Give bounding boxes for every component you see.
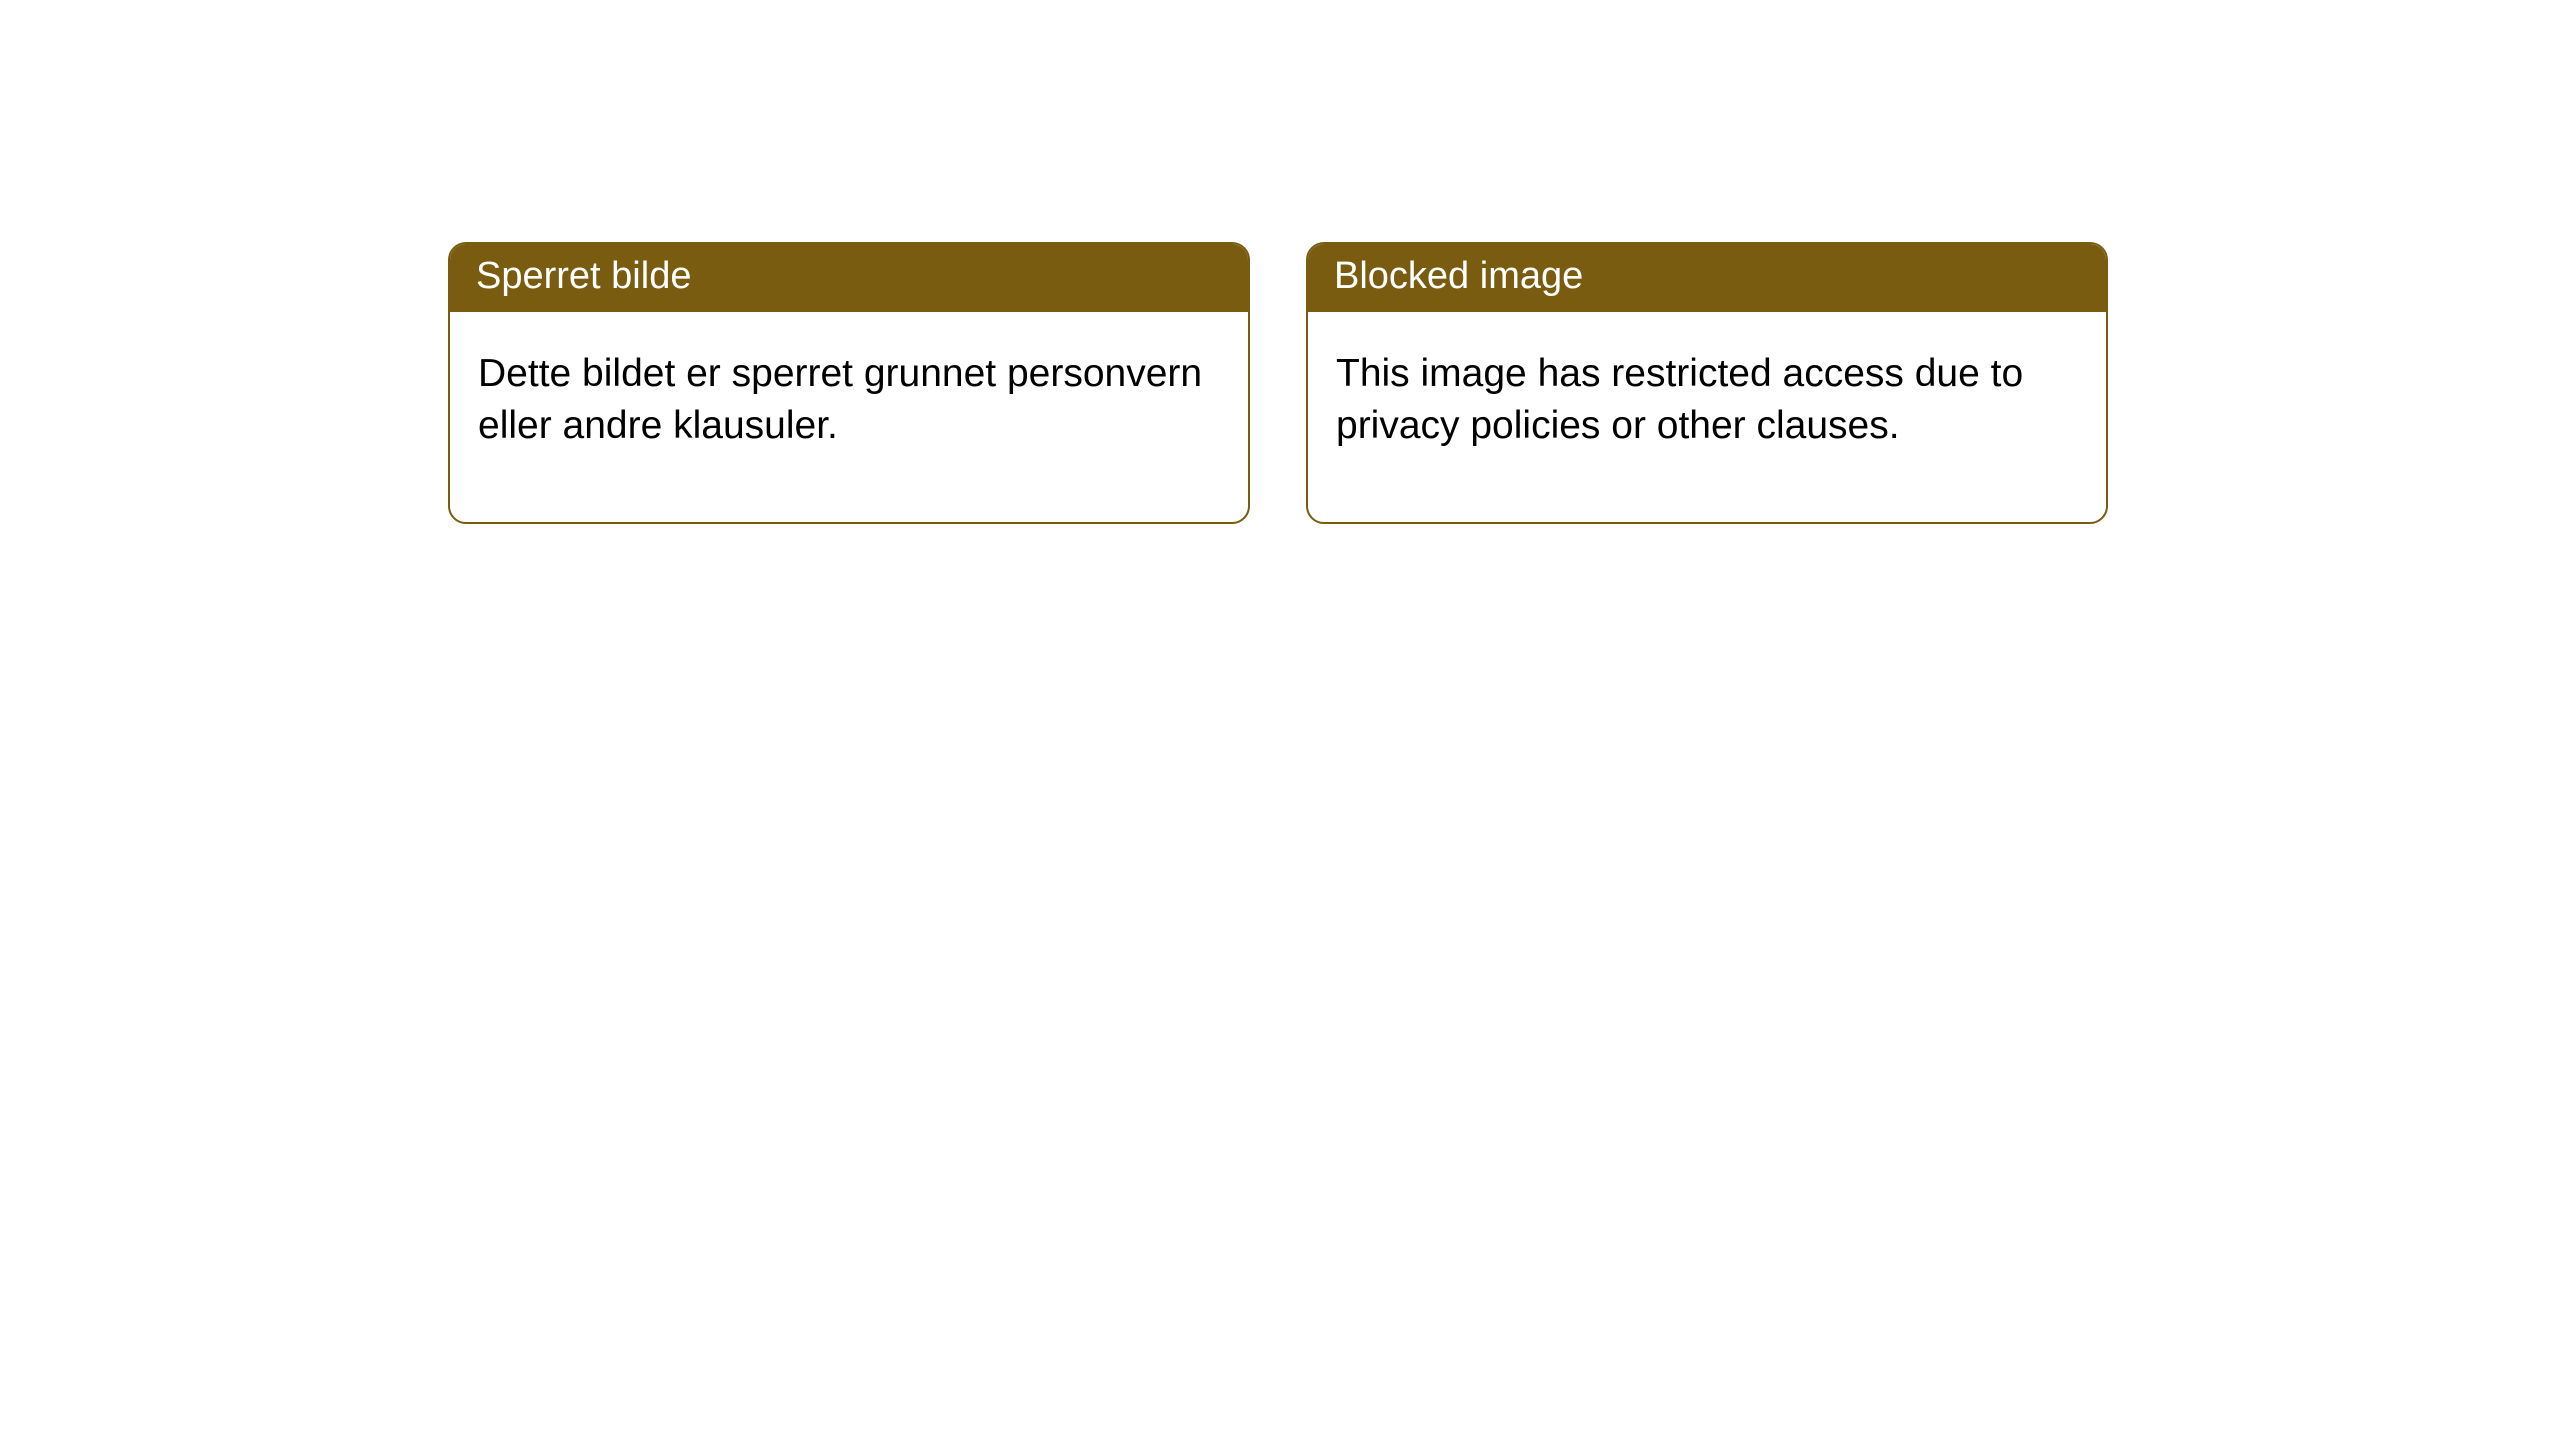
notice-container: Sperret bilde Dette bildet er sperret gr… bbox=[0, 0, 2560, 524]
notice-body-text: This image has restricted access due to … bbox=[1308, 312, 2106, 523]
notice-body-text: Dette bildet er sperret grunnet personve… bbox=[450, 312, 1248, 523]
notice-card-norwegian: Sperret bilde Dette bildet er sperret gr… bbox=[448, 242, 1250, 524]
notice-title: Blocked image bbox=[1308, 244, 2106, 312]
notice-card-english: Blocked image This image has restricted … bbox=[1306, 242, 2108, 524]
notice-title: Sperret bilde bbox=[450, 244, 1248, 312]
